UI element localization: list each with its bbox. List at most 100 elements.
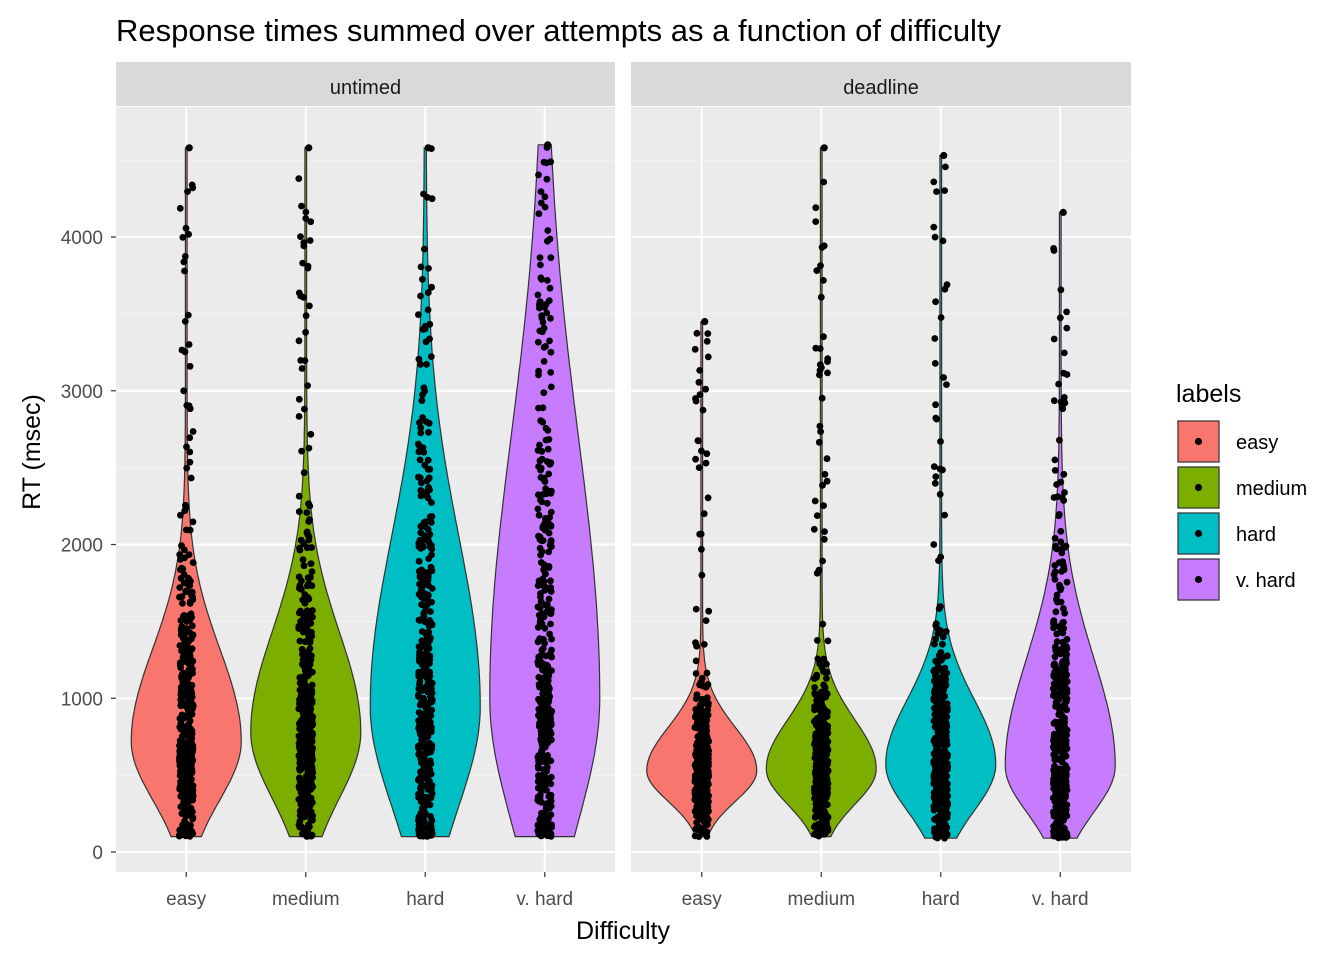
data-point bbox=[179, 600, 186, 607]
data-point bbox=[304, 582, 311, 590]
legend: labels easy medium hard v. hard bbox=[1176, 380, 1307, 601]
data-point bbox=[1059, 208, 1067, 216]
data-point bbox=[1062, 801, 1070, 809]
data-point bbox=[697, 716, 704, 724]
data-point bbox=[938, 698, 946, 705]
data-point bbox=[187, 591, 195, 599]
data-point bbox=[419, 641, 427, 649]
data-point bbox=[302, 788, 310, 795]
data-point bbox=[537, 737, 545, 745]
data-point bbox=[185, 341, 193, 348]
data-point bbox=[1055, 815, 1063, 823]
data-point bbox=[536, 774, 543, 782]
data-point bbox=[930, 541, 938, 548]
legend-label: medium bbox=[1236, 478, 1307, 500]
data-point bbox=[419, 275, 426, 283]
data-point bbox=[298, 202, 305, 210]
data-point bbox=[544, 719, 552, 727]
data-point bbox=[306, 237, 314, 244]
data-point bbox=[1061, 489, 1068, 496]
data-point bbox=[1050, 662, 1058, 669]
data-point bbox=[1052, 608, 1060, 616]
points-untimed-easy bbox=[175, 144, 197, 840]
data-point bbox=[1050, 740, 1058, 748]
data-point bbox=[420, 808, 428, 816]
data-point bbox=[186, 731, 194, 739]
data-point bbox=[696, 367, 704, 374]
data-point bbox=[546, 487, 553, 495]
data-point bbox=[816, 691, 824, 699]
data-point bbox=[930, 694, 938, 702]
data-point bbox=[300, 469, 308, 477]
data-point bbox=[1056, 436, 1063, 444]
data-point bbox=[931, 233, 939, 241]
data-point bbox=[417, 429, 425, 437]
data-point bbox=[176, 750, 184, 758]
data-point bbox=[821, 706, 828, 714]
data-point bbox=[820, 535, 828, 543]
data-point bbox=[181, 775, 188, 783]
data-point bbox=[1059, 728, 1067, 736]
data-point bbox=[424, 526, 432, 533]
data-point bbox=[306, 516, 313, 523]
data-point bbox=[300, 239, 308, 247]
data-point bbox=[534, 505, 542, 513]
data-point bbox=[184, 311, 192, 319]
data-point bbox=[423, 601, 431, 609]
data-point bbox=[538, 276, 545, 283]
data-point bbox=[942, 797, 950, 805]
data-point bbox=[189, 428, 197, 435]
data-point bbox=[697, 758, 705, 766]
data-point bbox=[302, 215, 310, 222]
data-point bbox=[297, 607, 304, 615]
data-point bbox=[177, 625, 185, 633]
data-point bbox=[941, 511, 948, 519]
data-point bbox=[180, 615, 188, 623]
data-point bbox=[297, 536, 305, 544]
data-point bbox=[701, 778, 709, 786]
data-point bbox=[1059, 619, 1067, 626]
data-point bbox=[297, 233, 304, 241]
data-point bbox=[823, 660, 830, 668]
data-point bbox=[545, 595, 553, 603]
data-point bbox=[188, 781, 196, 789]
facet-panels: untimed easy medium hard v. hard deadline easy… bbox=[116, 62, 1131, 910]
data-point bbox=[421, 387, 429, 395]
data-point bbox=[704, 353, 712, 361]
data-point bbox=[546, 337, 553, 345]
x-tick-label: hard bbox=[922, 889, 960, 910]
data-point bbox=[301, 812, 309, 819]
data-point bbox=[815, 784, 823, 792]
data-point bbox=[691, 345, 699, 353]
data-point bbox=[547, 254, 555, 262]
data-point bbox=[538, 812, 546, 820]
data-point bbox=[703, 450, 711, 458]
x-tick-label: hard bbox=[406, 889, 444, 910]
data-point bbox=[543, 499, 551, 507]
data-point bbox=[299, 763, 307, 770]
y-tick-label: 4000 bbox=[61, 228, 103, 249]
data-point bbox=[816, 361, 824, 368]
x-tick-label: v. hard bbox=[1032, 889, 1089, 910]
data-point bbox=[821, 751, 828, 759]
data-point bbox=[548, 667, 555, 674]
data-point bbox=[700, 510, 708, 518]
data-point bbox=[180, 571, 188, 578]
data-point bbox=[302, 312, 310, 320]
data-point bbox=[1053, 772, 1060, 780]
data-point bbox=[307, 560, 315, 567]
data-point bbox=[695, 464, 703, 471]
data-point bbox=[186, 598, 194, 606]
data-point bbox=[295, 413, 303, 420]
data-point bbox=[182, 652, 190, 660]
data-point bbox=[934, 805, 942, 812]
data-point bbox=[295, 508, 303, 516]
data-point bbox=[821, 470, 829, 478]
data-point bbox=[535, 611, 543, 619]
data-point bbox=[546, 804, 554, 812]
data-point bbox=[543, 458, 551, 465]
data-point bbox=[1049, 685, 1057, 693]
data-point bbox=[300, 703, 307, 711]
data-point bbox=[546, 609, 554, 617]
data-point bbox=[415, 750, 423, 758]
